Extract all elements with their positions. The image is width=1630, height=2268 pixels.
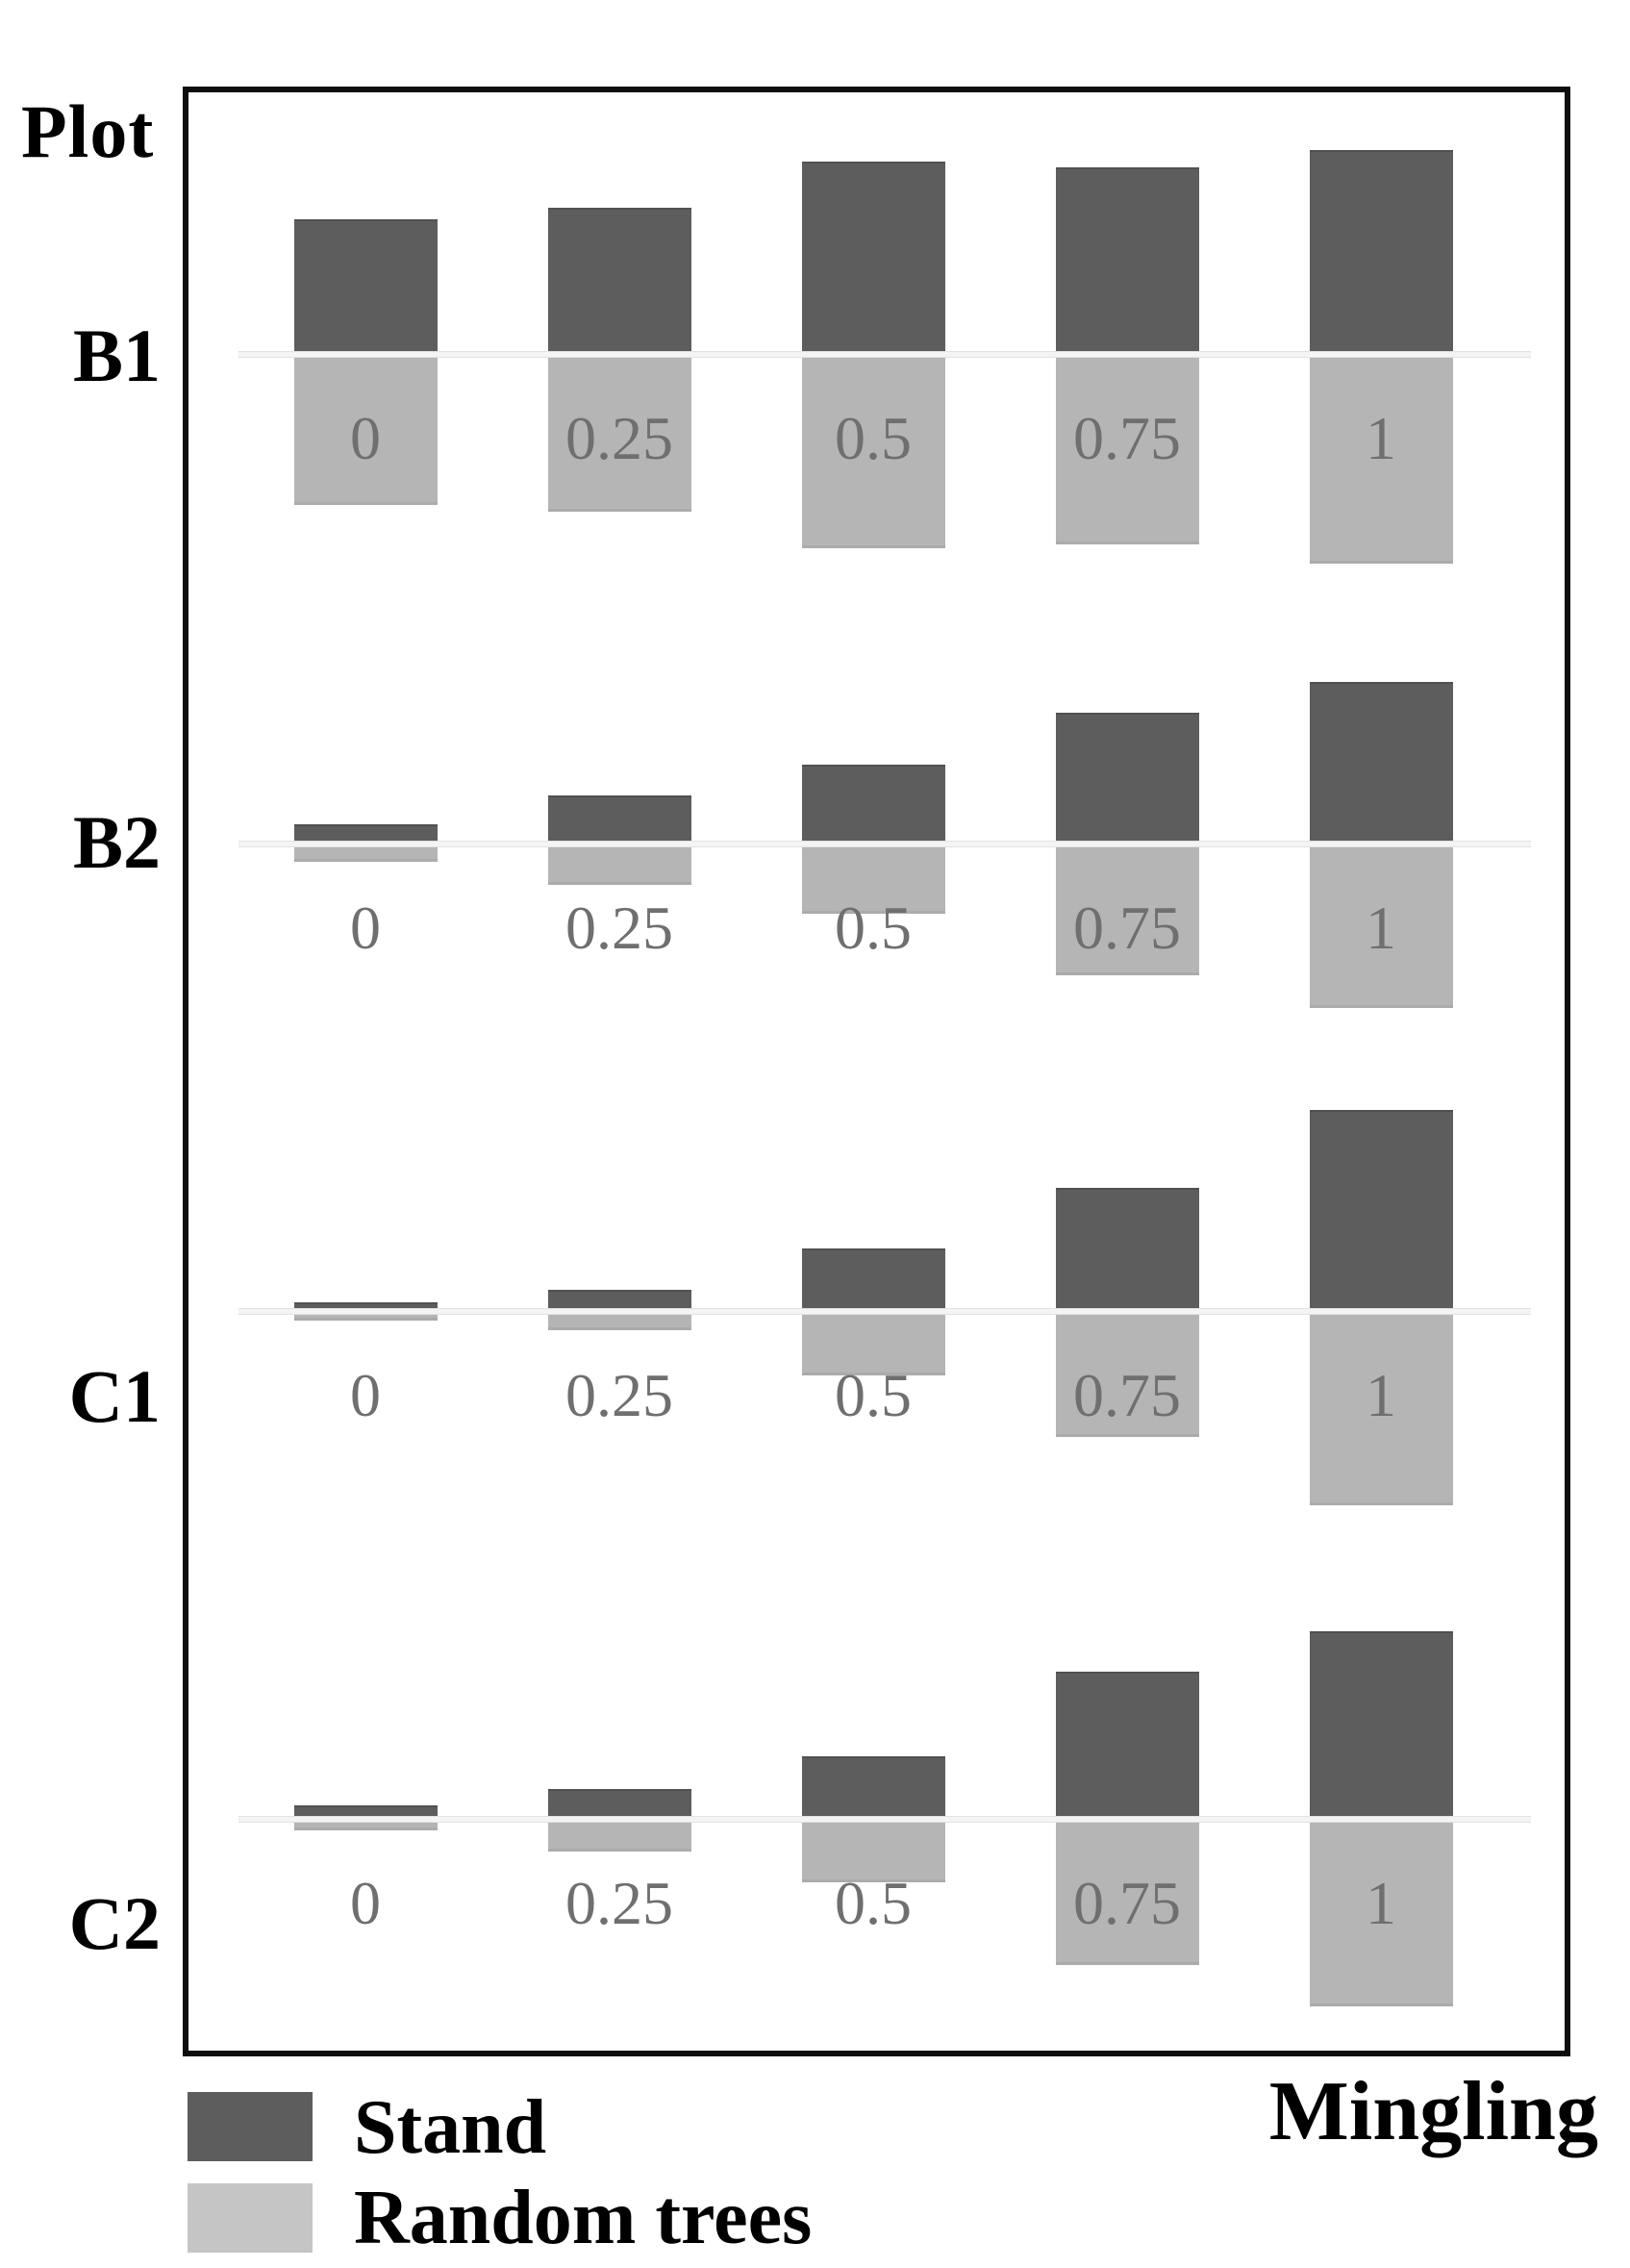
mingling-tick-label-b1-0.75: 0.75 [1073,404,1181,472]
random-bar-b2-0 [294,844,438,859]
mingling-tick-label-c2-0.75: 0.75 [1073,1869,1181,1937]
baseline-c2 [238,1816,1531,1823]
stand-bar-b2-0.25 [548,797,691,844]
random-bar-c1-0.5 [802,1311,945,1373]
mingling-tick-label-c2-1: 1 [1366,1869,1396,1937]
mingling-tick-label-c2-0: 0 [350,1869,381,1937]
row-label-b2: B2 [72,800,161,884]
stand-bar-c2-0.25 [548,1791,691,1819]
mingling-tick-label-c1-0.75: 0.75 [1073,1361,1181,1429]
random-bar-b2-0.25 [548,844,691,882]
stand-bar-b2-0.75 [1056,715,1199,844]
legend-label-random-trees: Random trees [354,2176,813,2260]
stand-bar-c1-1 [1310,1112,1453,1311]
random-bar-b1-0.75 [1056,354,1199,542]
stand-bar-c1-0.75 [1056,1190,1199,1311]
baseline-c1 [238,1308,1531,1315]
mingling-tick-label-b2-0.5: 0.5 [835,894,912,962]
mingling-tick-label-b2-0.75: 0.75 [1073,894,1181,962]
stand-bar-c2-1 [1310,1633,1453,1819]
mingling-tick-label-b2-0.25: 0.25 [565,894,673,962]
row-label-c2: C2 [68,1881,161,1965]
stand-bar-b2-0.5 [802,767,945,844]
stand-bar-c1-0 [294,1304,438,1311]
stand-bar-b1-0.75 [1056,169,1199,354]
mingling-tick-label-c1-0.5: 0.5 [835,1361,912,1429]
mingling-tick-label-c2-0.25: 0.25 [565,1869,673,1937]
stand-bar-c2-0.75 [1056,1674,1199,1819]
mingling-tick-label-c1-0.25: 0.25 [565,1361,673,1429]
stand-bar-b2-1 [1310,684,1453,844]
random-bar-b1-0.25 [548,354,691,509]
baseline-b1 [238,351,1531,358]
stand-bar-c1-0.25 [548,1292,691,1311]
mingling-tick-label-b1-0: 0 [350,404,381,472]
axis-title-mingling: Mingling [1268,2065,1598,2158]
mingling-tick-label-b2-0: 0 [350,894,381,962]
mingling-tick-label-c2-0.5: 0.5 [835,1869,912,1937]
random-bar-b1-0 [294,354,438,502]
random-bar-c2-0.5 [802,1819,945,1879]
baseline-b2 [238,841,1531,847]
random-bar-c2-1 [1310,1819,1453,2003]
legend-swatch-random-trees [188,2183,313,2253]
random-bar-b2-0.75 [1056,844,1199,972]
stand-bar-c1-0.5 [802,1250,945,1311]
mingling-tick-label-b1-1: 1 [1366,404,1396,472]
stand-bar-b1-1 [1310,152,1453,354]
random-bar-c1-1 [1310,1311,1453,1502]
legend-label-stand: Stand [354,2085,547,2170]
mingling-tick-label-c1-1: 1 [1366,1361,1396,1429]
random-bar-c1-0.75 [1056,1311,1199,1434]
facet-axis-title-plot: Plot [21,89,155,173]
stand-bar-b1-0.25 [548,210,691,354]
random-bar-b2-0.5 [802,844,945,911]
stand-bar-b1-0.5 [802,164,945,354]
random-bar-c2-0 [294,1819,438,1827]
mingling-tick-label-b2-1: 1 [1366,894,1396,962]
mingling-tick-label-b1-0.25: 0.25 [565,404,673,472]
stand-bar-c2-0.5 [802,1758,945,1819]
random-bar-c2-0.75 [1056,1819,1199,1962]
mingling-tick-label-b1-0.5: 0.5 [835,404,912,472]
stand-bar-b2-0 [294,826,438,844]
random-bar-c2-0.25 [548,1819,691,1849]
random-bar-b2-1 [1310,844,1453,1005]
row-label-b1: B1 [72,314,161,397]
random-bar-b1-1 [1310,354,1453,561]
stand-bar-b1-0 [294,221,438,354]
random-bar-c1-0.25 [548,1311,691,1327]
random-bar-b1-0.5 [802,354,945,545]
mingling-tick-label-c1-0: 0 [350,1361,381,1429]
row-label-c1: C1 [68,1354,161,1438]
legend-swatch-stand [188,2092,313,2161]
